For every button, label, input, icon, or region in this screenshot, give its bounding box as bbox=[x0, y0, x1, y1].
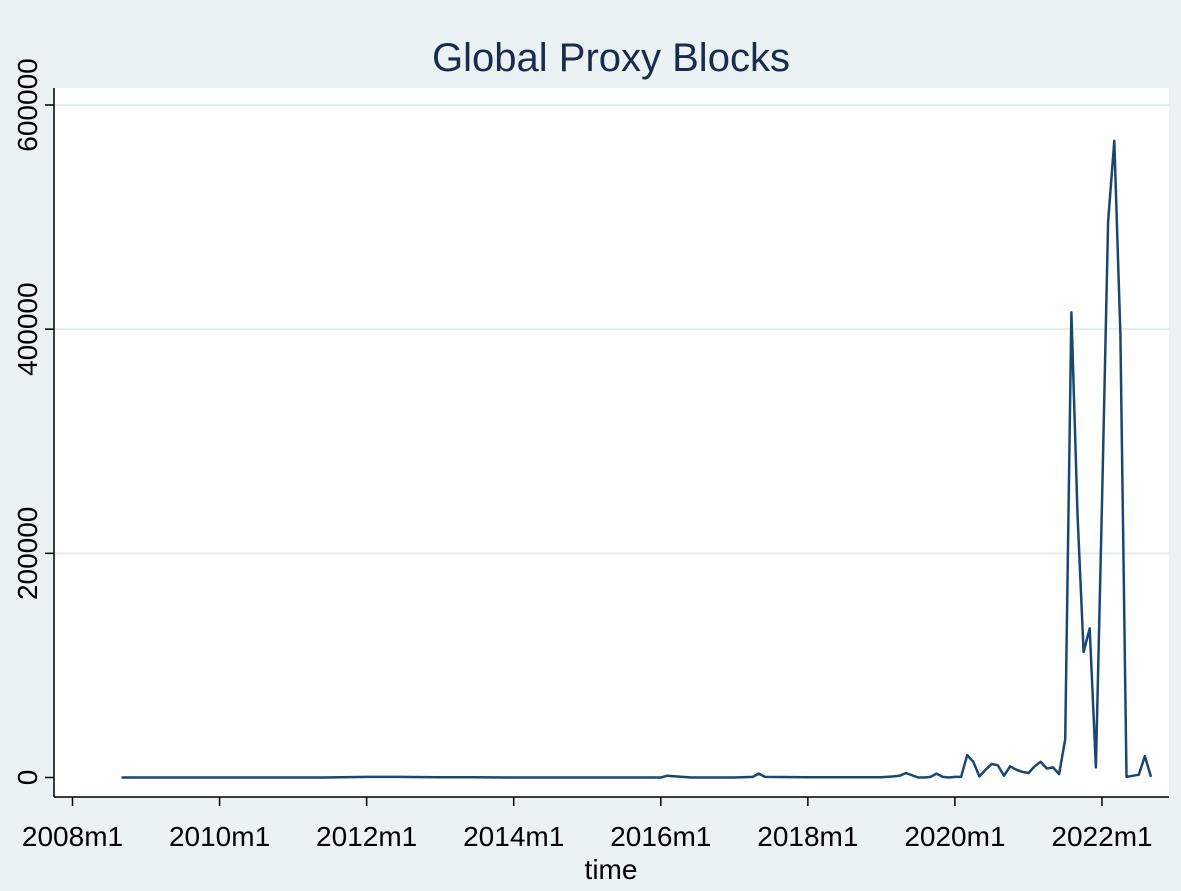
x-tick-label: 2012m1 bbox=[316, 821, 417, 852]
y-tick-label: 0 bbox=[12, 770, 43, 786]
y-tick-label: 600000 bbox=[12, 58, 43, 151]
plot-area bbox=[54, 88, 1169, 797]
x-tick-label: 2014m1 bbox=[463, 821, 564, 852]
y-tick-label: 200000 bbox=[12, 507, 43, 600]
x-tick-label: 2008m1 bbox=[22, 821, 123, 852]
x-tick-label: 2018m1 bbox=[757, 821, 858, 852]
x-axis-label: time bbox=[585, 854, 638, 885]
gridlines bbox=[54, 104, 1169, 555]
x-tick-label: 2010m1 bbox=[169, 821, 270, 852]
x-tick-label: 2016m1 bbox=[610, 821, 711, 852]
y-axis-ticks: 0 200000 400000 600000 bbox=[12, 58, 54, 785]
x-tick-label: 2020m1 bbox=[904, 821, 1005, 852]
series-line bbox=[121, 139, 1153, 779]
chart-title: Global Proxy Blocks bbox=[432, 36, 790, 80]
x-tick-label: 2022m1 bbox=[1051, 821, 1152, 852]
x-axis-ticks: 2008m1 2010m1 2012m1 2014m1 2016m1 2018m1 2020… bbox=[22, 797, 1153, 852]
y-tick-label: 400000 bbox=[12, 282, 43, 375]
